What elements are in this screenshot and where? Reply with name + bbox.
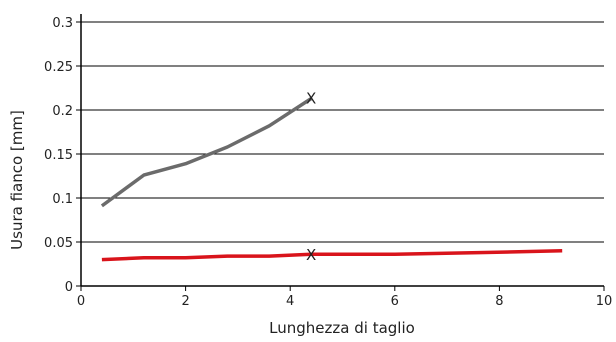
grid-lines <box>81 21 604 243</box>
y-tick-label: 0.25 <box>44 60 73 75</box>
tick-marks <box>76 21 605 291</box>
y-tick-label: 0.2 <box>52 104 73 119</box>
series-lines <box>100 97 563 262</box>
series-1-end-marker: X <box>306 90 316 108</box>
y-axis-title: Usura fianco [mm] <box>8 110 26 250</box>
x-tick-label: 10 <box>596 294 613 309</box>
x-tick-label: 4 <box>286 294 294 309</box>
x-tick-label: 6 <box>391 294 399 309</box>
y-tick-label: 0.1 <box>52 192 73 207</box>
x-tick-label: 8 <box>495 294 503 309</box>
x-axis-title: Lunghezza di taglio <box>269 319 415 337</box>
x-tick-label: 0 <box>77 294 85 309</box>
axes <box>80 14 604 287</box>
series-1-line <box>100 97 313 208</box>
end-markers: XX <box>306 90 316 265</box>
y-tick-label: 0.3 <box>52 16 73 31</box>
series-2-line <box>101 249 563 262</box>
series-2-end-marker: X <box>306 246 316 264</box>
x-tick-label: 2 <box>181 294 189 309</box>
tick-labels: 0 0.05 0.1 0.15 0.2 0.25 0.3 0 2 4 6 8 10 <box>44 16 612 309</box>
y-tick-label: 0.05 <box>44 236 73 251</box>
y-tick-label: 0.15 <box>44 148 73 163</box>
y-tick-label: 0 <box>65 280 73 295</box>
